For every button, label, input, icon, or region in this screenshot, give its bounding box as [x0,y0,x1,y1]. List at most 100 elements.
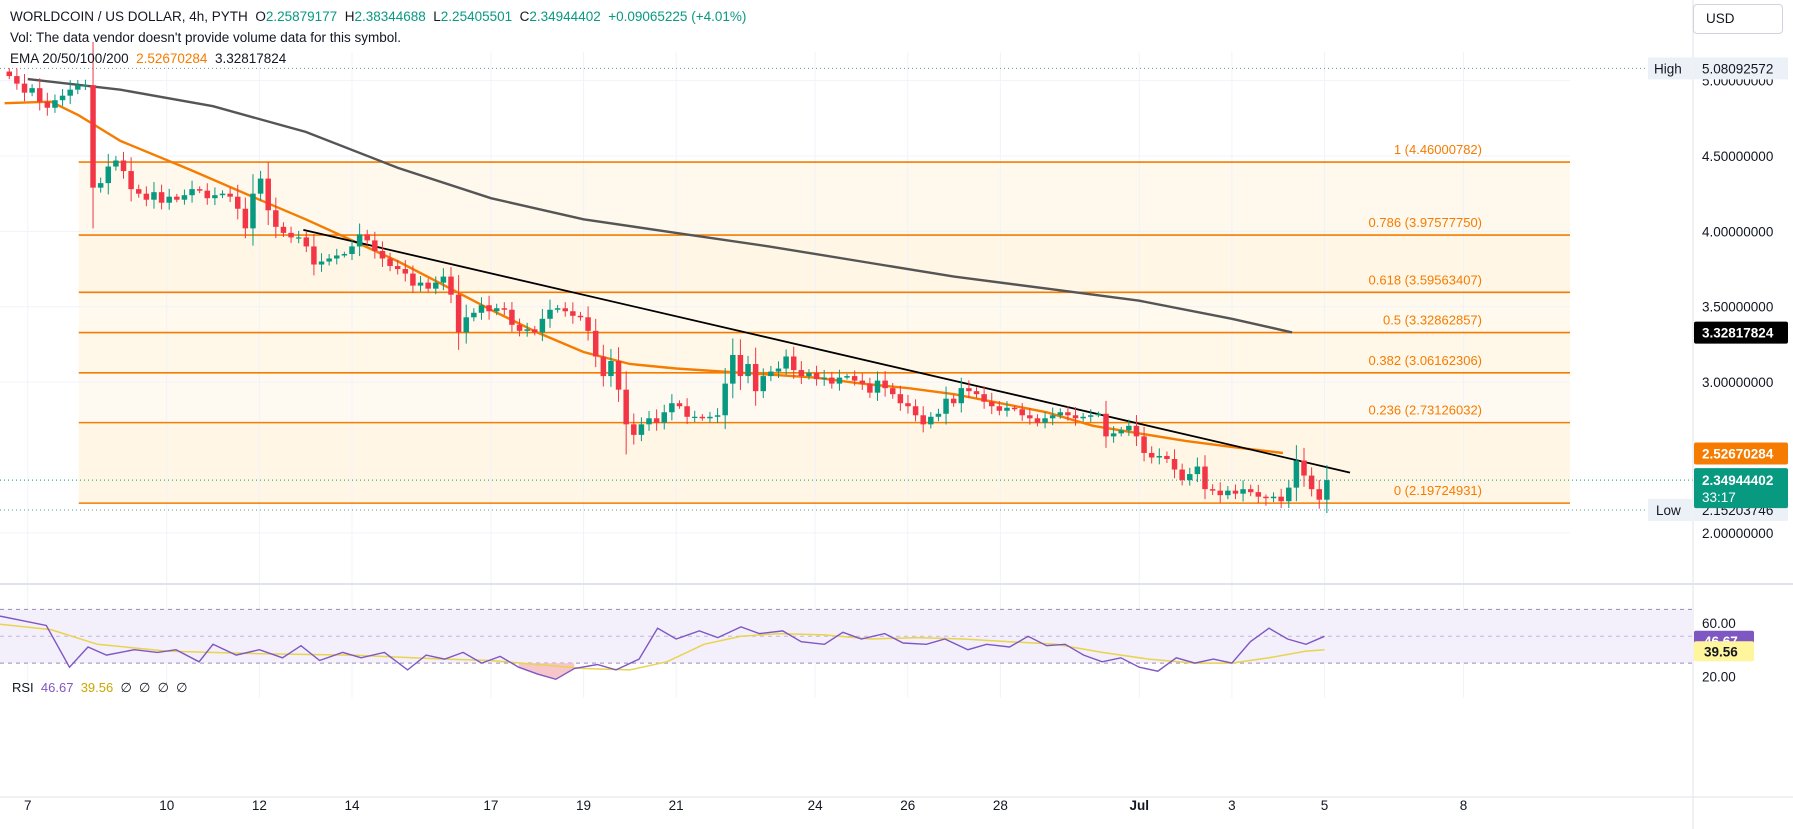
candle-body [859,380,866,384]
time-tick-label: 5 [1321,798,1329,813]
time-axis[interactable]: 7 10 12 14 17 19 21 24 26 28 Jul 3 5 8 [0,796,1793,813]
time-tick-label: 14 [344,798,360,813]
candle-body [638,424,645,435]
candle-body [790,356,797,371]
time-tick-label: 12 [252,798,267,813]
candle-body [455,294,462,333]
ema-label: EMA 20/50/100/200 [10,51,129,66]
candle-body [143,193,150,200]
close-value: 2.34944402 [529,9,601,24]
fib-label: 1 (4.46000782) [1394,142,1482,157]
candle-body [889,388,896,395]
candle-body [691,416,698,418]
candle-body [851,376,858,381]
candle-body [288,232,294,238]
candle-body [29,88,35,93]
candle-body [798,370,805,377]
candle-body [524,329,530,331]
high-value-bg [1694,57,1788,80]
candle-body [600,356,607,377]
candle-body [684,406,690,417]
candle-body [36,88,43,102]
candle-body [311,246,317,265]
candle-body [67,89,73,96]
low-value: 2.25405501 [440,9,513,24]
candle-body [631,424,637,435]
candle-body [1240,489,1246,494]
candle-body [1232,490,1239,494]
current-price-tag: 2.34944402 [1702,473,1773,488]
candle-body [14,76,20,84]
ema-legend[interactable]: EMA 20/50/100/200 2.52670284 3.32817824 [10,51,286,66]
fib-band [78,422,1570,504]
candle-body [219,193,226,196]
candle-body [128,171,134,190]
rsi-level-label: 60.00 [1702,616,1736,631]
time-tick-label: 17 [483,798,498,813]
time-tick-label: 19 [576,798,591,813]
candle-body [1110,433,1117,437]
candle-body [707,416,713,419]
open-value: 2.25879177 [265,9,338,24]
price-tick-label: 4.00000000 [1702,224,1773,239]
candle-body [75,85,81,90]
candle-body [1247,489,1254,493]
candle-body [714,415,721,417]
high-low-markers [0,67,1693,511]
candle-body [1263,496,1269,499]
candle-body [334,255,340,259]
trendline[interactable] [303,228,1351,474]
time-tick-label: Jul [1130,798,1150,813]
candle-body [981,394,987,402]
time-tick-label: 10 [159,798,174,813]
symbol-title[interactable]: WORLDCOIN / US DOLLAR, 4h, PYTH [10,9,248,24]
candle-body [608,361,614,377]
rsi-placeholder-2: ∅ [139,680,151,695]
candle-body [813,373,820,380]
fib-label: 0.382 (3.06162306) [1369,353,1482,368]
candle-body [273,210,279,227]
candle-body [303,237,310,247]
candle-body [212,195,218,199]
candle-body [113,160,119,167]
candle-body [318,261,325,265]
candle-body [356,234,363,247]
time-tick-label: 8 [1460,798,1468,813]
low-label-bg [1648,498,1692,521]
currency-button[interactable]: USD [1693,4,1783,34]
candle-body [1065,412,1071,416]
candle-body [90,85,96,188]
candle-body [752,364,759,392]
rsi-legend[interactable]: RSI 46.67 39.56 ∅ ∅ ∅ ∅ [12,680,187,696]
high-label-bg [1648,57,1692,80]
time-tick-label: 21 [669,798,684,813]
fib-band [78,292,1570,333]
ema200-value: 3.32817824 [214,51,287,66]
candle-body [135,189,142,194]
candle-body [417,282,424,286]
candle-body [623,389,629,425]
candle-body [874,380,881,393]
candle-body [1095,413,1102,416]
candle-body [1278,496,1284,502]
fib-band [78,332,1570,373]
candle-body [341,253,348,256]
ohlc-legend: WORLDCOIN / US DOLLAR, 4h, PYTH O2.25879… [10,9,747,24]
candle-body [996,406,1003,411]
candle-body [372,240,378,251]
candle-body [257,178,264,194]
low-label: Low [1656,503,1681,518]
candle-body [364,234,370,241]
price-tick-label: 4.50000000 [1702,149,1773,164]
change-value: +0.09065225 (+4.01%) [608,9,747,24]
rsi-level-label: 20.00 [1702,670,1736,685]
candle-body [1004,407,1010,411]
candle-body [592,330,599,357]
candle-body [867,383,873,393]
price-tick-label: 2.00000000 [1702,526,1773,541]
candle-body [105,166,112,184]
candle-body [1301,460,1307,476]
time-tick-label: 24 [808,798,824,813]
